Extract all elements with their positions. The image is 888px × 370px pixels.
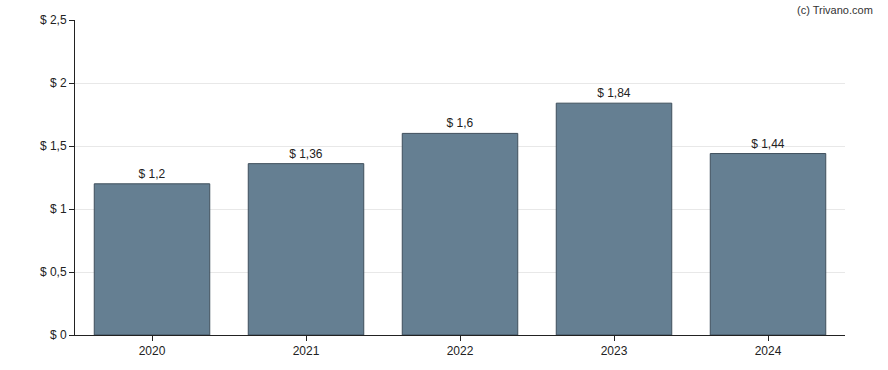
svg-text:2022: 2022	[447, 344, 474, 358]
svg-text:$ 1,84: $ 1,84	[597, 86, 631, 100]
svg-text:2020: 2020	[139, 344, 166, 358]
svg-text:(c) Trivano.com: (c) Trivano.com	[797, 4, 873, 16]
svg-text:$ 1,6: $ 1,6	[446, 116, 473, 130]
svg-text:$ 1,5: $ 1,5	[40, 139, 67, 153]
svg-text:2021: 2021	[293, 344, 320, 358]
svg-text:$ 1,36: $ 1,36	[289, 147, 323, 161]
svg-text:$ 1,2: $ 1,2	[138, 167, 165, 181]
svg-text:$ 1: $ 1	[50, 202, 67, 216]
svg-text:$ 0: $ 0	[50, 328, 67, 342]
svg-text:$ 2: $ 2	[50, 76, 67, 90]
svg-text:$ 2,5: $ 2,5	[40, 13, 67, 27]
svg-text:$ 0,5: $ 0,5	[40, 265, 67, 279]
svg-text:2023: 2023	[601, 344, 628, 358]
svg-text:$ 1,44: $ 1,44	[751, 137, 785, 151]
svg-text:2024: 2024	[755, 344, 782, 358]
